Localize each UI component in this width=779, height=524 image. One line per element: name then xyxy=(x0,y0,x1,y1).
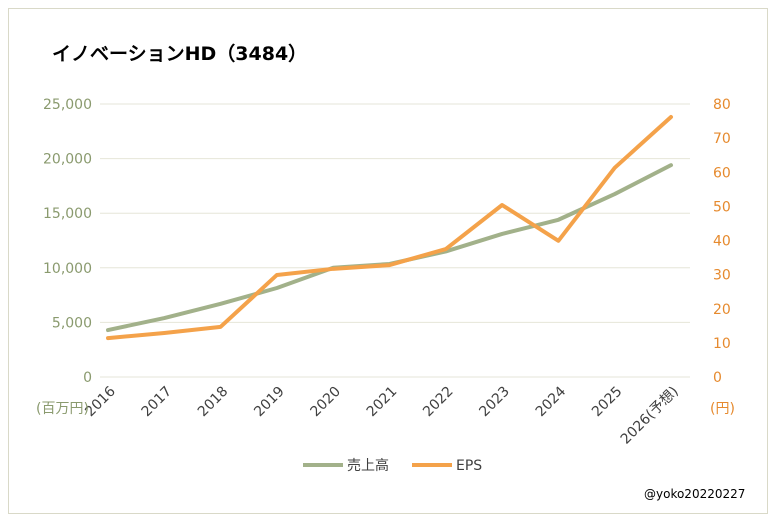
left-tick-label: 25,000 xyxy=(43,97,92,113)
right-tick-label: 10 xyxy=(713,336,731,352)
right-tick-label: 80 xyxy=(713,97,731,113)
left-axis-unit: (百万円) xyxy=(36,401,89,417)
right-tick-label: 20 xyxy=(713,302,731,318)
series-line-eps xyxy=(106,114,673,341)
x-tick-label: 2025 xyxy=(589,384,626,421)
chart-frame xyxy=(8,8,768,514)
right-tick-label: 0 xyxy=(713,370,722,386)
legend-label-eps: EPS xyxy=(456,458,482,474)
x-tick-label: 2024 xyxy=(533,383,570,420)
x-tick-label: 2021 xyxy=(364,384,401,421)
x-tick-label: 2023 xyxy=(476,384,513,421)
series-line-sales xyxy=(106,163,673,333)
right-axis-unit: (円) xyxy=(710,401,735,417)
right-tick-label: 60 xyxy=(713,165,731,181)
x-tick-label: 2017 xyxy=(139,384,176,421)
x-tick-label: 2022 xyxy=(420,384,457,421)
right-tick-label: 50 xyxy=(713,199,731,215)
right-tick-label: 30 xyxy=(713,268,731,284)
left-tick-label: 15,000 xyxy=(43,206,92,222)
x-tick-label: 2019 xyxy=(251,384,288,421)
right-tick-label: 70 xyxy=(713,131,731,147)
x-tick-label: 2026(予想) xyxy=(618,384,682,448)
x-tick-label: 2020 xyxy=(308,384,345,421)
left-tick-label: 10,000 xyxy=(43,261,92,277)
x-tick-label: 2018 xyxy=(195,384,232,421)
left-tick-label: 5,000 xyxy=(52,315,92,331)
credit: @yoko20220227 xyxy=(644,487,745,501)
right-tick-label: 40 xyxy=(713,234,731,250)
left-tick-label: 0 xyxy=(83,370,92,386)
legend-label-sales: 売上高 xyxy=(347,457,389,474)
chart-title: イノベーションHD（3484） xyxy=(52,42,307,65)
left-tick-label: 20,000 xyxy=(43,152,92,168)
